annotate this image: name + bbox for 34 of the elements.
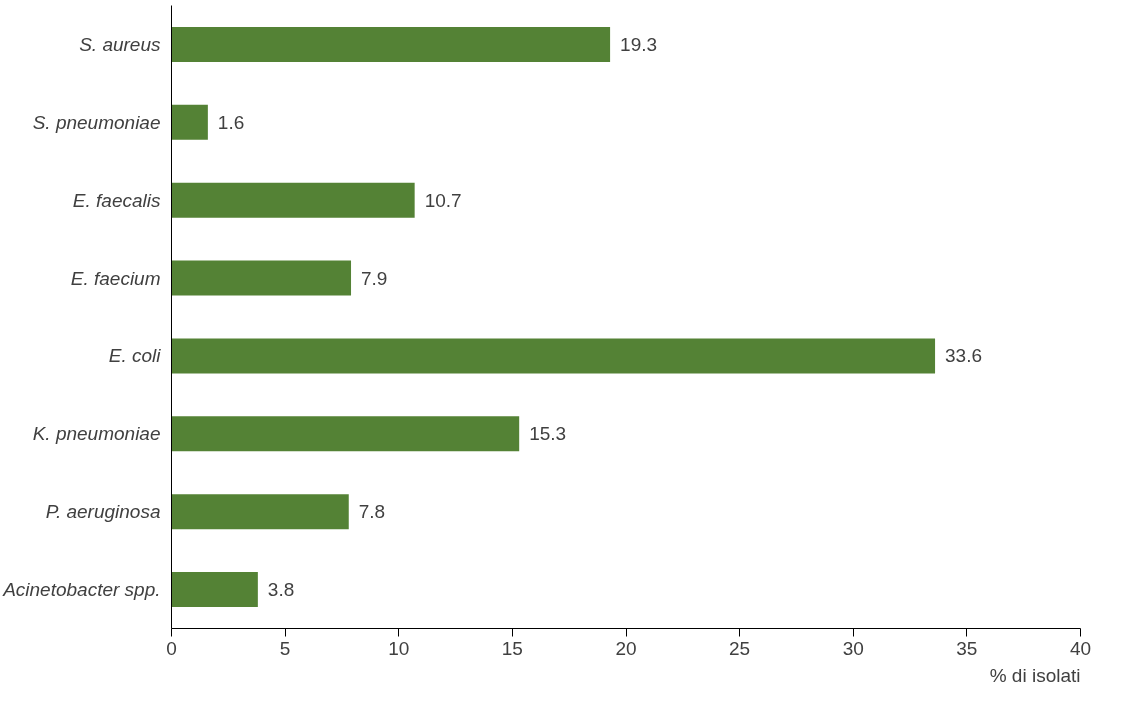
y-tick-label: Acinetobacter spp. [2, 579, 161, 601]
bar [171, 338, 936, 374]
x-tick-label: 30 [842, 637, 864, 659]
bar [171, 182, 415, 218]
bar [171, 260, 352, 296]
y-tick-label: E. faecalis [72, 189, 161, 211]
y-tick-label: P. aeruginosa [45, 501, 161, 523]
x-tick-label: 35 [956, 637, 978, 659]
x-tick-label: 10 [388, 637, 410, 659]
x-tick-label: 40 [1069, 637, 1092, 659]
y-tick-label: K. pneumoniae [32, 423, 161, 445]
data-label: 1.6 [217, 111, 245, 133]
y-tick-label: E. faecium [70, 267, 161, 289]
bar [171, 26, 611, 62]
y-tick-label: S. aureus [79, 33, 161, 55]
bar [171, 494, 349, 530]
x-tick-label: 0 [166, 637, 177, 659]
data-label: 7.8 [358, 501, 386, 523]
bar [171, 416, 520, 452]
data-label: 7.9 [361, 267, 388, 289]
x-axis-title: % di isolati [989, 664, 1081, 686]
bar [171, 572, 258, 608]
y-tick-label: S. pneumoniae [32, 111, 161, 133]
bar [171, 104, 208, 140]
data-label: 10.7 [424, 189, 462, 211]
data-label: 19.3 [620, 33, 658, 55]
data-label: 33.6 [945, 345, 983, 367]
y-tick-label: E. coli [108, 345, 162, 367]
data-label: 3.8 [267, 579, 295, 601]
x-tick-label: 25 [729, 637, 751, 659]
data-label: 15.3 [529, 423, 567, 445]
x-tick-label: 15 [501, 637, 523, 659]
x-tick-label: 20 [615, 637, 637, 659]
x-tick-label: 5 [279, 637, 291, 659]
